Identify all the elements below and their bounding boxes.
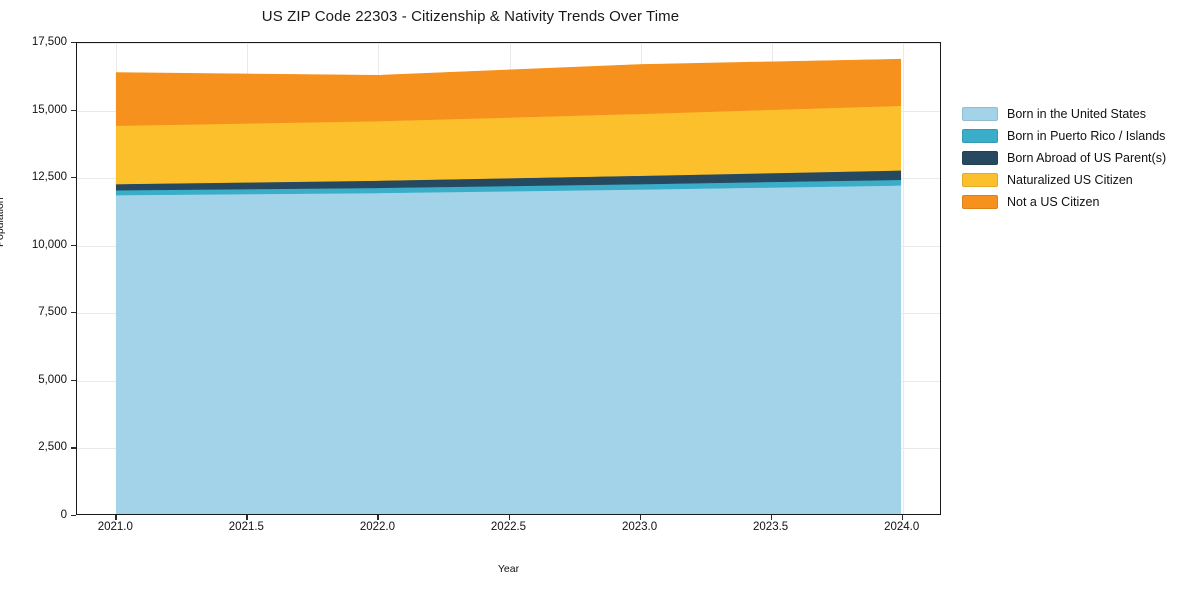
- legend-item[interactable]: Born in Puerto Rico / Islands: [962, 127, 1166, 144]
- x-axis-tick-mark: [770, 515, 772, 520]
- legend-item-label: Born Abroad of US Parent(s): [1007, 150, 1167, 165]
- legend-color-swatch: [962, 194, 998, 209]
- y-axis-tick-mark: [71, 42, 76, 44]
- y-axis-tick-mark: [71, 312, 76, 314]
- legend-item[interactable]: Naturalized US Citizen: [962, 171, 1166, 188]
- y-axis-tick-label: 15,000: [31, 103, 67, 116]
- x-axis-tick-label: 2023.5: [753, 521, 789, 533]
- y-axis-tick-mark: [71, 379, 76, 382]
- plot-area: [76, 42, 941, 515]
- y-axis-tick-label: 17,500: [31, 36, 67, 48]
- legend-color-swatch: [962, 150, 998, 165]
- x-axis-tick-label: 2022.0: [359, 521, 396, 533]
- legend-color-swatch: [962, 172, 998, 187]
- area-series: [115, 185, 902, 514]
- legend-color-swatch: [962, 128, 998, 143]
- gridline-horizontal: [77, 43, 940, 44]
- y-axis-tick-mark: [71, 244, 76, 246]
- legend-color-swatch: [962, 106, 998, 121]
- x-axis-tick-label: 2021.5: [228, 521, 264, 533]
- y-axis-tick-label: 0: [60, 509, 67, 521]
- y-axis-tick-label: 12,500: [31, 171, 67, 184]
- x-axis-tick-label: 2021.0: [97, 521, 133, 533]
- legend-item-label: Naturalized US Citizen: [1007, 172, 1133, 187]
- x-axis-tick-label: 2022.5: [490, 521, 527, 533]
- x-axis-label: Year: [497, 563, 520, 575]
- x-axis-tick-mark: [115, 515, 117, 520]
- y-axis-tick-mark: [71, 177, 76, 179]
- x-axis-tick-mark: [246, 515, 248, 520]
- x-axis-tick-label: 2023.0: [621, 521, 658, 533]
- legend-item[interactable]: Not a US Citizen: [962, 193, 1166, 210]
- y-axis-tick-label: 5,000: [38, 373, 67, 386]
- y-axis-tick-label: 10,000: [31, 238, 67, 251]
- y-axis-tick-mark: [71, 447, 76, 449]
- x-axis-tick-mark: [377, 515, 379, 520]
- stacked-area-series: [115, 58, 902, 514]
- legend-item-label: Born in the United States: [1007, 106, 1146, 121]
- legend: Born in the United States Born in Puerto …: [962, 105, 1166, 210]
- y-axis-tick-mark: [71, 515, 76, 517]
- x-axis-tick-mark: [508, 515, 510, 520]
- y-axis-tick-mark: [71, 109, 76, 111]
- legend-item[interactable]: Born Abroad of US Parent(s): [962, 149, 1166, 166]
- y-axis-tick-label: 7,500: [38, 306, 67, 319]
- legend-item-label: Born in Puerto Rico / Islands: [1007, 128, 1166, 143]
- chart-title: US ZIP Code 22303 - Citizenship & Nativi…: [261, 8, 680, 25]
- legend-item-label: Not a US Citizen: [1007, 194, 1100, 209]
- y-axis-tick-label: 2,500: [38, 441, 67, 454]
- legend-item[interactable]: Born in the United States: [962, 105, 1166, 122]
- gridline-vertical: [902, 43, 904, 514]
- x-axis-tick-mark: [639, 515, 641, 520]
- area-series: [115, 58, 902, 126]
- x-axis-tick-label: 2024.0: [884, 521, 920, 533]
- x-axis-tick-mark: [901, 515, 903, 520]
